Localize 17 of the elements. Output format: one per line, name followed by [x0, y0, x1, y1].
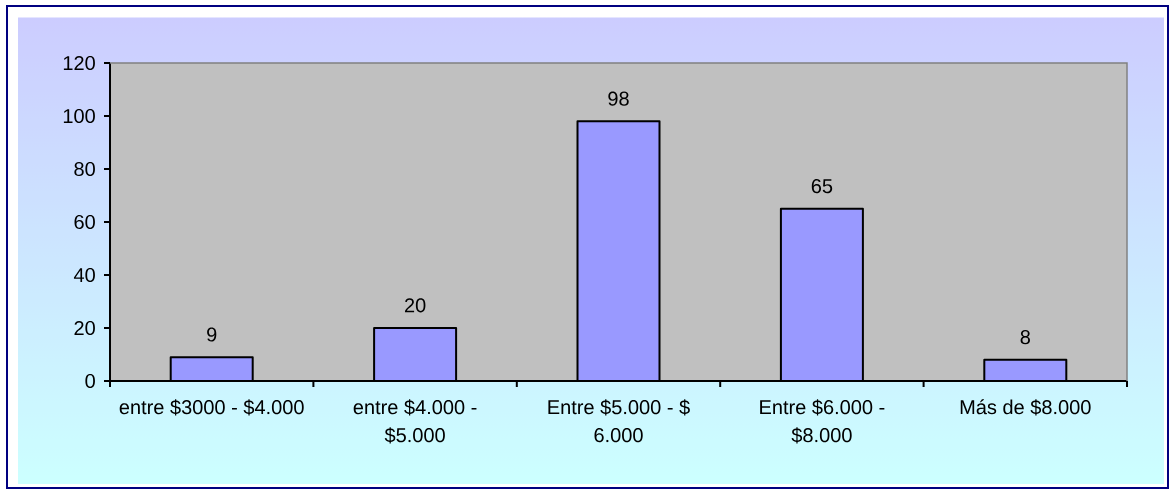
data-label: 8	[1020, 330, 1030, 345]
x-tick-label: Entre $5.000 - $ 6.000	[548, 399, 690, 443]
y-tick-label: 40	[73, 267, 95, 283]
x-tick-label: Más de $8.000	[960, 399, 1091, 416]
data-label: 9	[207, 327, 217, 342]
y-tick-label: 80	[74, 161, 95, 177]
data-label: 98	[608, 91, 629, 106]
y-tick-label: 60	[74, 214, 95, 230]
x-tick-label: Entre $6.000 - $8.000	[760, 399, 885, 444]
y-tick-label: 0	[85, 373, 95, 389]
x-tick-label: entre $4.000 - $5.000	[353, 399, 477, 444]
x-tick-label: entre $3000 - $4.000	[119, 399, 304, 416]
y-tick-label: 120	[63, 55, 95, 71]
data-label: 65	[811, 178, 833, 194]
y-tick-label: 20	[74, 320, 95, 336]
data-label: 20	[404, 298, 426, 313]
y-tick-label: 100	[63, 108, 95, 124]
